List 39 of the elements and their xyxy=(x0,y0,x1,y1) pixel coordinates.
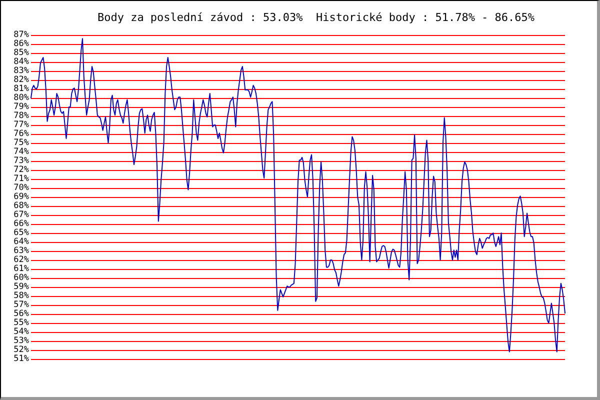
y-tick-label: 63% xyxy=(14,246,29,256)
y-tick-label: 67% xyxy=(14,210,29,220)
y-tick-label: 71% xyxy=(14,174,29,184)
y-tick-label: 74% xyxy=(14,147,29,157)
y-tick-label: 77% xyxy=(14,120,29,130)
y-tick-label: 75% xyxy=(14,138,29,148)
y-tick-label: 83% xyxy=(14,66,29,76)
y-tick-label: 57% xyxy=(14,300,29,310)
y-tick-label: 73% xyxy=(14,156,29,166)
y-tick-label: 69% xyxy=(14,192,29,202)
y-tick-label: 62% xyxy=(14,255,29,265)
y-tick-label: 59% xyxy=(14,282,29,292)
y-tick-label: 51% xyxy=(14,354,29,364)
y-tick-label: 84% xyxy=(14,57,29,67)
y-tick-label: 64% xyxy=(14,237,29,247)
y-tick-label: 55% xyxy=(14,318,29,328)
line-series xyxy=(30,38,566,352)
y-tick-label: 80% xyxy=(14,93,29,103)
y-tick-label: 79% xyxy=(14,102,29,112)
y-tick-label: 58% xyxy=(14,291,29,301)
y-tick-label: 66% xyxy=(14,219,29,229)
y-tick-label: 78% xyxy=(14,111,29,121)
y-tick-label: 72% xyxy=(14,165,29,175)
y-tick-label: 85% xyxy=(14,48,29,58)
y-tick-label: 54% xyxy=(14,327,29,337)
y-tick-label: 81% xyxy=(14,84,29,94)
y-tick-label: 56% xyxy=(14,309,29,319)
y-tick-label: 61% xyxy=(14,264,29,274)
chart-title: Body za poslední závod : 53.03% Historické body : 51.78% - 86.65% xyxy=(97,11,535,24)
y-tick-label: 76% xyxy=(14,129,29,139)
y-tick-label: 87% xyxy=(14,30,29,40)
y-tick-label: 65% xyxy=(14,228,29,238)
y-tick-label: 86% xyxy=(14,39,29,49)
y-tick-label: 52% xyxy=(14,345,29,355)
y-tick-label: 60% xyxy=(14,273,29,283)
y-tick-label: 82% xyxy=(14,75,29,85)
y-tick-label: 53% xyxy=(14,336,29,346)
y-tick-label: 68% xyxy=(14,201,29,211)
y-tick-label: 70% xyxy=(14,183,29,193)
